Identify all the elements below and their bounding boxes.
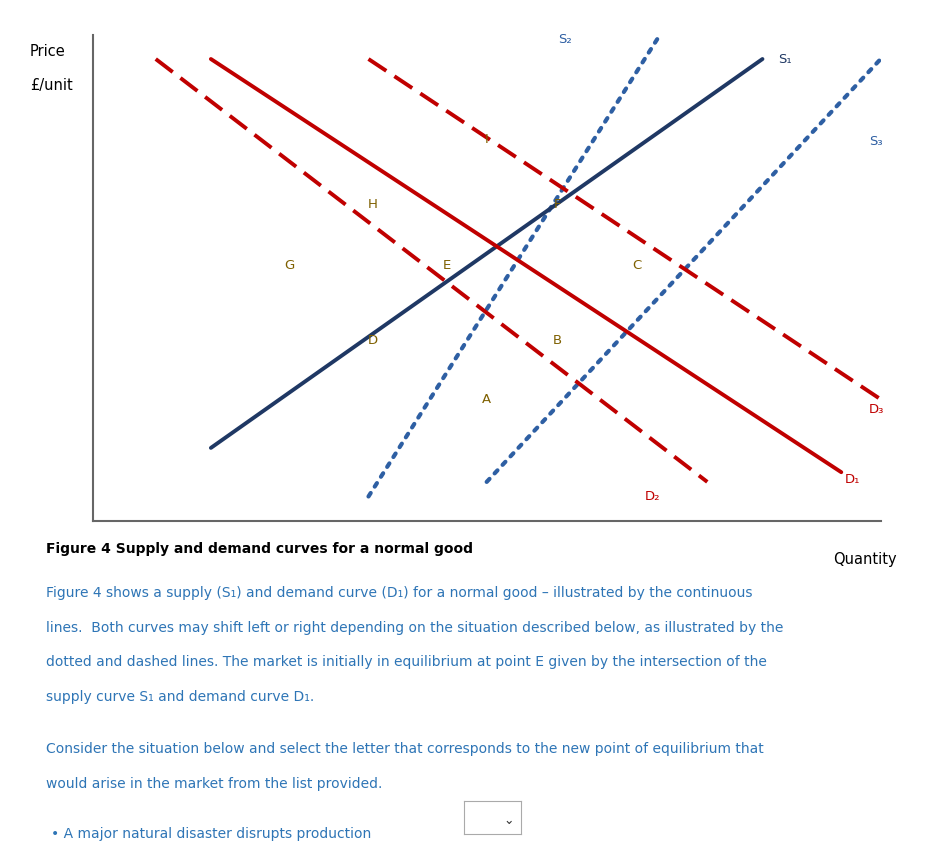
Text: £/unit: £/unit <box>30 78 72 94</box>
Text: D₃: D₃ <box>869 403 884 416</box>
Text: S₂: S₂ <box>559 33 572 46</box>
Text: H: H <box>367 199 377 211</box>
Text: Figure 4 shows a supply (S₁) and demand curve (D₁) for a normal good – illustrat: Figure 4 shows a supply (S₁) and demand … <box>46 586 753 600</box>
Text: Quantity: Quantity <box>832 552 896 568</box>
Text: supply curve S₁ and demand curve D₁.: supply curve S₁ and demand curve D₁. <box>46 690 314 704</box>
Text: C: C <box>632 260 641 272</box>
Text: • A major natural disaster disrupts production: • A major natural disaster disrupts prod… <box>51 827 371 841</box>
Text: I: I <box>485 133 489 146</box>
Text: D₁: D₁ <box>845 473 860 486</box>
Text: D: D <box>367 334 377 347</box>
Text: ⌄: ⌄ <box>503 814 514 827</box>
Text: S₁: S₁ <box>778 53 792 65</box>
Text: E: E <box>443 260 451 272</box>
Text: Price: Price <box>30 44 66 59</box>
Text: dotted and dashed lines. The market is initially in equilibrium at point E given: dotted and dashed lines. The market is i… <box>46 655 768 669</box>
Text: S₃: S₃ <box>869 135 883 148</box>
Text: G: G <box>285 260 295 272</box>
Text: F: F <box>553 199 562 211</box>
Text: Figure 4 Supply and demand curves for a normal good: Figure 4 Supply and demand curves for a … <box>46 542 474 556</box>
Text: B: B <box>553 334 562 347</box>
Text: would arise in the market from the list provided.: would arise in the market from the list … <box>46 777 383 791</box>
Text: A: A <box>482 393 491 405</box>
Text: Consider the situation below and select the letter that corresponds to the new p: Consider the situation below and select … <box>46 742 764 756</box>
Text: lines.  Both curves may shift left or right depending on the situation described: lines. Both curves may shift left or rig… <box>46 621 783 635</box>
Text: D₂: D₂ <box>644 490 660 503</box>
